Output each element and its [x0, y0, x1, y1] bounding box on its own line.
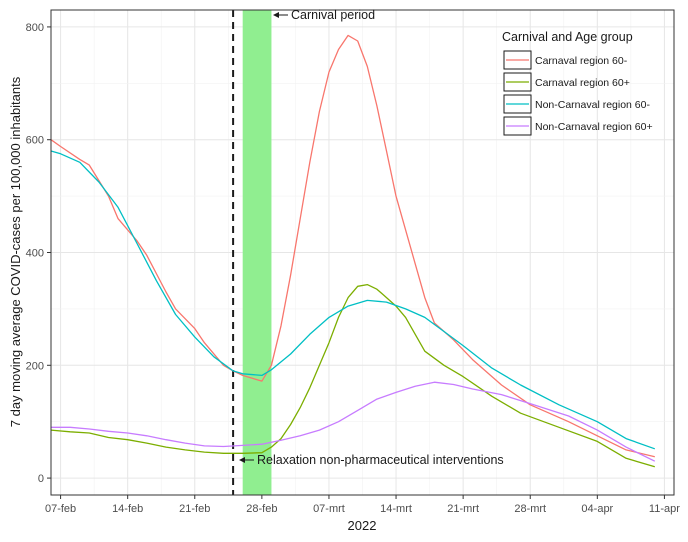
- legend: Carnival and Age group Carnaval region 6…: [502, 30, 653, 136]
- x-tick-label: 28-feb: [246, 503, 277, 515]
- x-tick-label: 28-mrt: [514, 503, 546, 515]
- y-tick-label: 400: [26, 248, 44, 260]
- x-tick-label: 07-mrt: [313, 503, 345, 515]
- legend-item: Carnaval region 60-: [503, 50, 628, 70]
- carnival-annotation-arrowhead: [273, 12, 279, 18]
- x-tick-label: 14-mrt: [380, 503, 412, 515]
- y-tick-label: 800: [26, 22, 44, 34]
- y-axis: 0 200 400 600 800: [26, 22, 51, 485]
- x-tick-label: 11-apr: [649, 503, 680, 515]
- legend-label: Non-Carnaval region 60-: [535, 99, 650, 111]
- carnival-band-layer: [242, 10, 272, 495]
- legend-label: Carnaval region 60-: [535, 55, 628, 67]
- series-line: [50, 34, 655, 458]
- x-tick-label: 21-mrt: [447, 503, 479, 515]
- x-tick-label: 07-feb: [45, 503, 76, 515]
- grid: [51, 10, 674, 495]
- legend-item: Non-Carnaval region 60+: [503, 116, 653, 136]
- series-line: [50, 150, 656, 450]
- series-line: [50, 283, 655, 468]
- legend-title: Carnival and Age group: [502, 30, 633, 44]
- legend-label: Carnaval region 60+: [535, 77, 630, 89]
- y-tick-label: 200: [26, 360, 44, 372]
- x-tick-label: 04-apr: [581, 503, 613, 515]
- legend-item: Carnaval region 60+: [503, 72, 630, 92]
- carnival-annotation: Carnival period: [273, 8, 375, 22]
- carnival-period-band: [242, 10, 272, 495]
- series-line: [51, 381, 656, 462]
- series-layer: [50, 34, 656, 468]
- x-axis: 07-feb 14-feb 21-feb 28-feb 07-mrt 14-mrt 21-m…: [45, 495, 680, 515]
- legend-label: Non-Carnaval region 60+: [535, 121, 653, 133]
- carnival-annotation-label: Carnival period: [291, 8, 375, 22]
- x-axis-title: 2022: [348, 518, 377, 533]
- y-tick-label: 600: [26, 135, 44, 147]
- legend-item: Non-Carnaval region 60-: [503, 94, 650, 114]
- x-tick-label: 21-feb: [179, 503, 210, 515]
- relaxation-annotation: Relaxation non-pharmaceutical interventi…: [239, 453, 504, 467]
- relaxation-annotation-label: Relaxation non-pharmaceutical interventi…: [257, 453, 504, 467]
- relaxation-annotation-arrowhead: [239, 457, 245, 463]
- y-axis-title: 7 day moving average COVID-cases per 100…: [8, 76, 23, 427]
- y-tick-label: 0: [38, 473, 44, 485]
- x-tick-label: 14-feb: [112, 503, 143, 515]
